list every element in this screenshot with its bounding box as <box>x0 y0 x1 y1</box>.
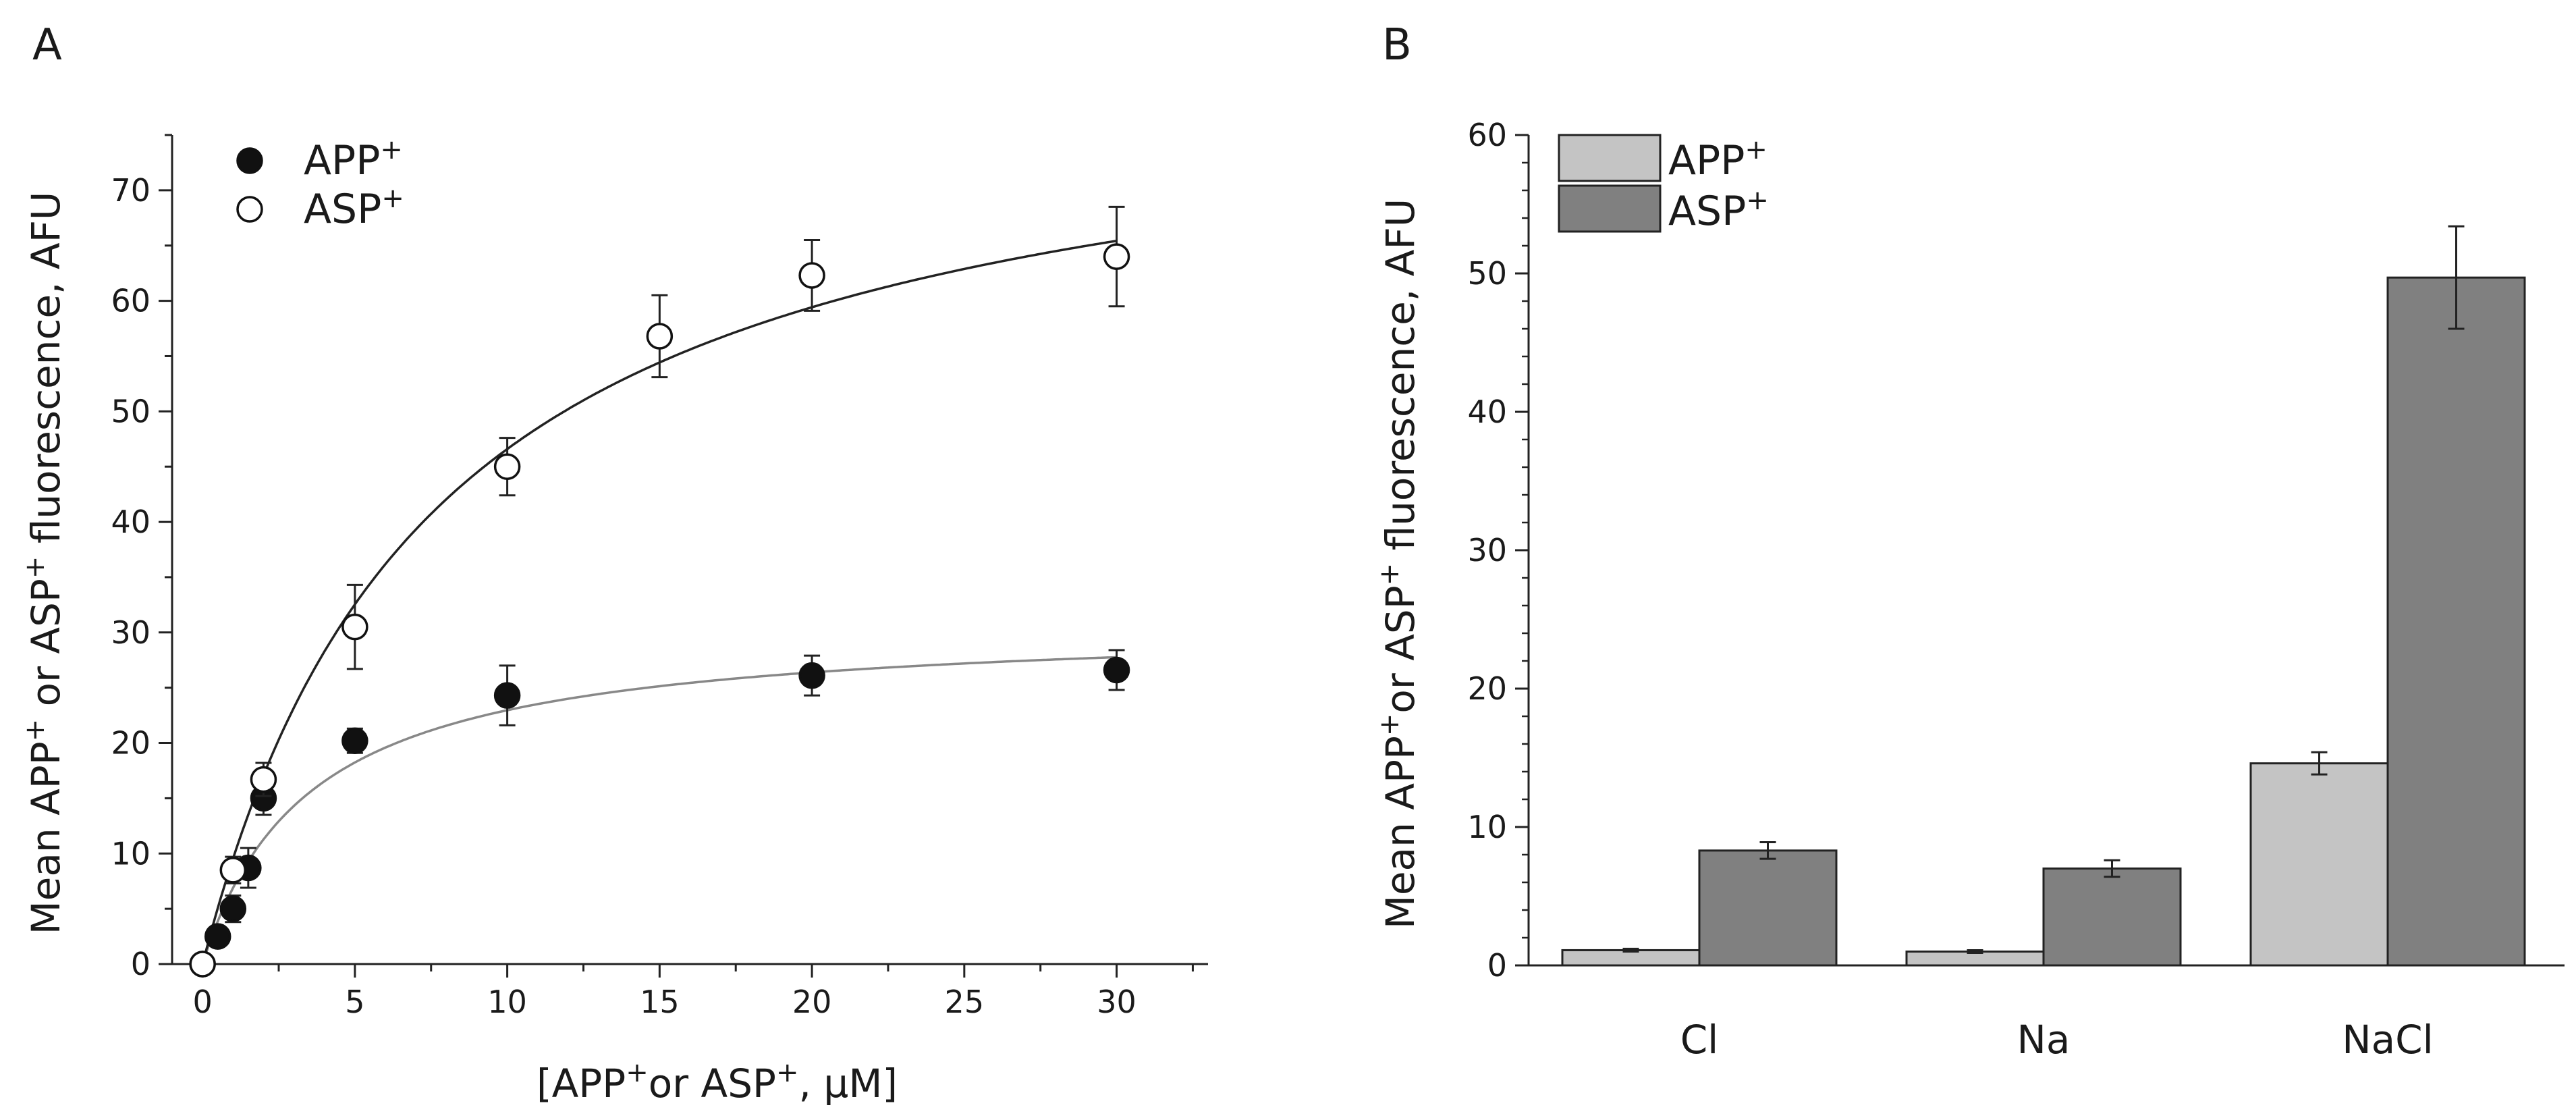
y-tick-label: 30 <box>111 614 150 651</box>
bar-asp-cl <box>1698 841 1838 967</box>
chart-b-y-axis-title: Mean APP+or ASP+ fluorescence, AFU <box>1374 198 1423 929</box>
legend-swatch-asp <box>1558 184 1662 233</box>
filled-circle-marker <box>219 895 247 922</box>
bar-asp-nacl <box>2386 225 2526 967</box>
y-tick-label: 10 <box>111 835 150 872</box>
open-circle-marker <box>493 453 521 480</box>
filled-circle-marker <box>798 662 825 689</box>
data-point-asp <box>250 762 277 797</box>
y-tick-label: 20 <box>111 725 150 762</box>
data-point-asp <box>646 294 674 379</box>
chart-a-legend: APP+ASP+ <box>236 134 404 233</box>
bar-app-na <box>1905 949 2045 967</box>
bar-rect <box>2386 276 2526 967</box>
data-point-asp <box>219 855 247 884</box>
legend-swatch-app <box>1558 134 1662 182</box>
y-tick-label: 70 <box>111 172 150 209</box>
x-tick-label: 0 <box>193 984 213 1020</box>
x-category-label: Cl <box>1680 1017 1719 1063</box>
y-tick-label: 60 <box>111 283 150 319</box>
x-tick-label: 5 <box>345 984 364 1020</box>
chart-a-points <box>189 205 1130 978</box>
y-tick-label: 0 <box>131 946 150 982</box>
chart-a-axes <box>171 135 1208 965</box>
y-tick-label: 40 <box>111 504 150 540</box>
y-tick-label: 0 <box>1487 947 1507 984</box>
y-tick-label: 10 <box>1467 809 1507 845</box>
data-point-asp <box>493 437 521 497</box>
y-tick-label: 30 <box>1467 532 1507 568</box>
chart-b-legend: APP+ASP+ <box>1558 134 1769 235</box>
open-circle-marker <box>646 323 674 350</box>
y-tick-label: 50 <box>111 393 150 429</box>
legend-label-asp: ASP+ <box>1668 185 1769 235</box>
data-point-app <box>493 664 521 726</box>
y-tick-label: 40 <box>1467 394 1507 430</box>
chart-a-ticks: 0 5 10 15 20 25 30 0 10 20 30 40 50 60 70 <box>111 134 1194 1020</box>
bar-asp-na <box>2042 859 2182 967</box>
data-point-asp <box>798 239 825 312</box>
chart-a-x-axis-title: [APP+or ASP+, μM] <box>537 1057 898 1106</box>
legend-marker-asp <box>236 196 263 223</box>
bar-rect <box>2042 868 2182 967</box>
data-point-app <box>341 727 368 755</box>
legend-label-app: APP+ <box>304 134 403 184</box>
chart-b-ticks: 0 10 20 30 40 50 60 <box>1467 117 1529 984</box>
chart-b-bars: Cl Na NaCl <box>1561 225 2526 1063</box>
fit-curve-app <box>201 656 1117 965</box>
x-category-label: Na <box>2017 1017 2071 1063</box>
y-tick-label: 60 <box>1467 117 1507 153</box>
x-tick-label: 30 <box>1097 984 1136 1020</box>
legend-marker-app <box>236 147 263 174</box>
filled-circle-marker <box>341 727 368 755</box>
y-tick-label: 20 <box>1467 670 1507 707</box>
open-circle-marker <box>798 262 825 289</box>
x-category-label: NaCl <box>2342 1017 2434 1063</box>
x-tick-label: 20 <box>792 984 832 1020</box>
filled-circle-marker <box>1103 656 1130 684</box>
y-tick-label: 50 <box>1467 255 1507 292</box>
bar-app-cl <box>1561 947 1701 967</box>
bar-rect <box>1698 849 1838 967</box>
open-circle-marker <box>1103 243 1130 270</box>
open-circle-marker <box>250 766 277 793</box>
data-point-app <box>204 923 231 950</box>
open-circle-marker <box>341 613 368 641</box>
x-tick-label: 10 <box>487 984 527 1020</box>
filled-circle-marker <box>204 923 231 950</box>
bar-rect <box>2249 762 2389 967</box>
panel-label-b: B <box>1382 20 1412 70</box>
data-point-app <box>219 894 247 924</box>
filled-circle-marker <box>493 682 521 709</box>
chart-a: A 0 5 10 15 20 25 30 0 10 20 30 40 50 60 70 APP+ASP+ [… <box>20 20 1208 1106</box>
chart-b: B 0 10 20 30 40 50 60 Cl Na NaCl APP+ASP+ Mean A… <box>1374 20 2565 1063</box>
data-point-asp <box>189 951 216 978</box>
data-point-app <box>798 654 825 697</box>
x-tick-label: 15 <box>640 984 680 1020</box>
panel-label-a: A <box>32 20 62 70</box>
legend-label-asp: ASP+ <box>304 183 404 233</box>
open-circle-marker <box>219 857 247 884</box>
bar-app-nacl <box>2249 751 2389 967</box>
chart-a-y-axis-title: Mean APP+ or ASP+ fluorescence, AFU <box>20 192 69 935</box>
x-tick-label: 25 <box>945 984 985 1020</box>
data-point-asp <box>1103 205 1130 308</box>
data-point-asp <box>341 583 368 670</box>
legend-label-app: APP+ <box>1668 134 1767 184</box>
data-point-app <box>1103 649 1130 691</box>
open-circle-marker <box>189 951 216 978</box>
